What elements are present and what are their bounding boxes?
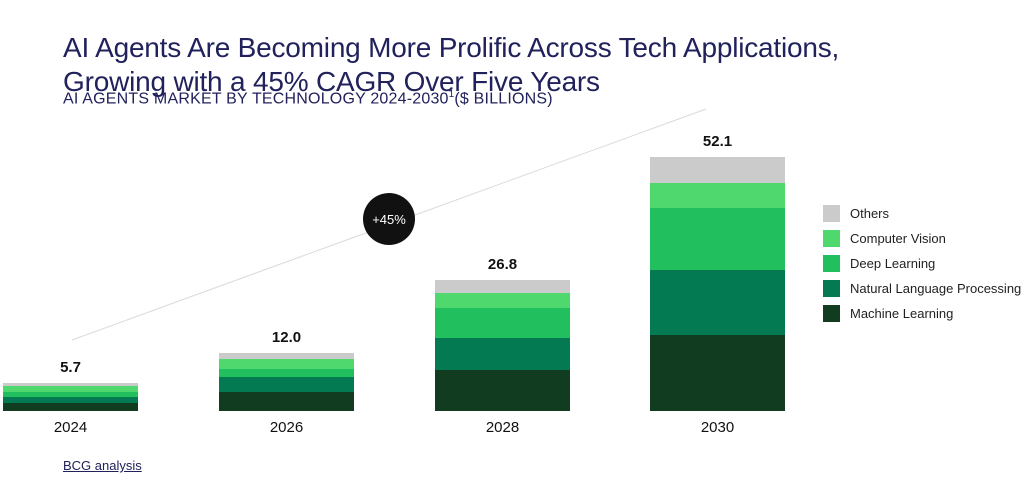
bar-segment-2026-computer-vision <box>219 359 354 369</box>
legend-swatch-icon <box>823 305 840 322</box>
chart-subtitle: AI AGENTS MARKET BY TECHNOLOGY 2024-2030… <box>63 89 553 108</box>
x-tick-label-2024: 2024 <box>53 419 88 436</box>
bar-segment-2024-machine-learning <box>3 403 138 411</box>
x-tick-label-2028: 2028 <box>485 419 520 436</box>
legend-label: Machine Learning <box>850 306 954 321</box>
legend-label: Others <box>850 206 890 221</box>
legend-item-computer-vision: Computer Vision <box>823 230 1021 247</box>
bar-segment-2024-deep-learning <box>3 391 138 398</box>
bar-segment-2030-natural-language-processing <box>650 270 785 335</box>
bar-2026 <box>219 352 354 411</box>
bar-segment-2026-machine-learning <box>219 391 354 411</box>
source-link[interactable]: BCG analysis <box>63 458 142 473</box>
bar-segment-2028-deep-learning <box>435 307 570 338</box>
legend-swatch-icon <box>823 280 840 297</box>
bar-segment-2026-deep-learning <box>219 368 354 378</box>
bar-total-label-2024: 5.7 <box>60 359 81 377</box>
chart-legend: Others Computer Vision Deep Learning Natura… <box>823 205 1021 330</box>
bar-segment-2028-machine-learning <box>435 370 570 411</box>
cagr-badge: +45% <box>363 193 415 245</box>
bar-2028 <box>435 280 570 411</box>
bar-segment-2024-natural-language-processing <box>3 397 138 404</box>
legend-item-others: Others <box>823 205 1021 222</box>
x-tick-label-2026: 2026 <box>269 419 304 436</box>
bar-segment-2026-others <box>219 352 354 360</box>
cagr-badge-label: +45% <box>372 211 406 227</box>
bar-2024 <box>3 383 138 411</box>
bar-segment-2030-others <box>650 157 785 183</box>
legend-label: Natural Language Processing <box>850 281 1022 296</box>
legend-item-deep-learning: Deep Learning <box>823 255 1021 272</box>
bar-segment-2028-computer-vision <box>435 293 570 308</box>
bar-2030 <box>650 157 785 411</box>
legend-label: Deep Learning <box>850 256 936 271</box>
bar-segment-2030-machine-learning <box>650 334 785 411</box>
bar-segment-2030-computer-vision <box>650 182 785 209</box>
bar-total-label-2026: 12.0 <box>271 328 302 346</box>
bar-total-label-2028: 26.8 <box>487 256 518 274</box>
bar-segment-2024-others <box>3 383 138 386</box>
footnote-marker: 1 <box>448 89 455 100</box>
chart-subtitle-text: AI AGENTS MARKET BY TECHNOLOGY 2024-2030 <box>63 90 449 108</box>
bar-segment-2026-natural-language-processing <box>219 377 354 392</box>
bar-total-label-2030: 52.1 <box>702 133 733 151</box>
x-tick-label-2030: 2030 <box>700 419 735 436</box>
legend-label: Computer Vision <box>850 231 946 246</box>
bar-segment-2028-others <box>435 280 570 294</box>
legend-item-natural-language-processing: Natural Language Processing <box>823 280 1021 297</box>
legend-item-machine-learning: Machine Learning <box>823 305 1021 322</box>
legend-swatch-icon <box>823 255 840 272</box>
chart-subtitle-units: ($ BILLIONS) <box>454 90 553 108</box>
page-title-line-1: AI Agents Are Becoming More Prolific Acr… <box>63 31 840 63</box>
legend-swatch-icon <box>823 230 840 247</box>
legend-swatch-icon <box>823 205 840 222</box>
bar-segment-2024-computer-vision <box>3 385 138 392</box>
page-title-line-2: Growing with a 45% CAGR Over Five Years <box>63 65 600 97</box>
bar-segment-2030-deep-learning <box>650 208 785 271</box>
bar-segment-2028-natural-language-processing <box>435 337 570 371</box>
page-title: AI Agents Are Becoming More Prolific Acr… <box>63 31 973 99</box>
